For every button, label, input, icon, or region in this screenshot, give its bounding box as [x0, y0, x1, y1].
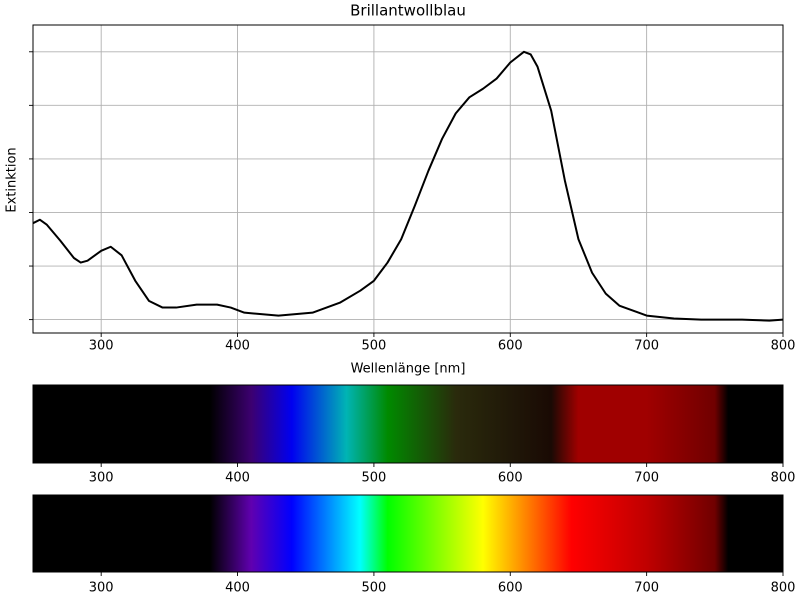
- x-tick-label: 600: [498, 581, 523, 596]
- x-axis-label: Wellenlänge [nm]: [351, 362, 466, 377]
- spectrum-frame: [32, 384, 784, 464]
- x-tick-label: 700: [634, 581, 659, 596]
- x-tick-label: 400: [225, 581, 250, 596]
- x-tick-label: 500: [361, 581, 386, 596]
- x-tick-label: 800: [771, 339, 796, 354]
- x-tick-label: 700: [634, 471, 659, 486]
- x-tick-label: 500: [361, 339, 386, 354]
- chart-title: Brillantwollblau: [350, 2, 466, 20]
- spectrum-line: [32, 50, 784, 322]
- plot-frame: [32, 24, 784, 334]
- x-tick-label: 400: [225, 471, 250, 486]
- y-axis-label: Extinktion: [5, 147, 20, 212]
- x-tick-label: 500: [361, 471, 386, 486]
- x-tick-label: 600: [498, 471, 523, 486]
- x-tick-label: 800: [771, 471, 796, 486]
- x-tick-label: 300: [89, 339, 114, 354]
- spectrum-frame: [32, 494, 784, 573]
- grid: [33, 25, 784, 333]
- x-tick-label: 300: [89, 581, 114, 596]
- x-tick-label: 400: [225, 339, 250, 354]
- x-tick-label: 300: [89, 471, 114, 486]
- transmitted-spectrum: [33, 385, 783, 463]
- x-tick-label: 800: [771, 581, 796, 596]
- x-tick-label: 700: [634, 339, 659, 354]
- visible-spectrum: [33, 495, 783, 572]
- x-tick-label: 600: [498, 339, 523, 354]
